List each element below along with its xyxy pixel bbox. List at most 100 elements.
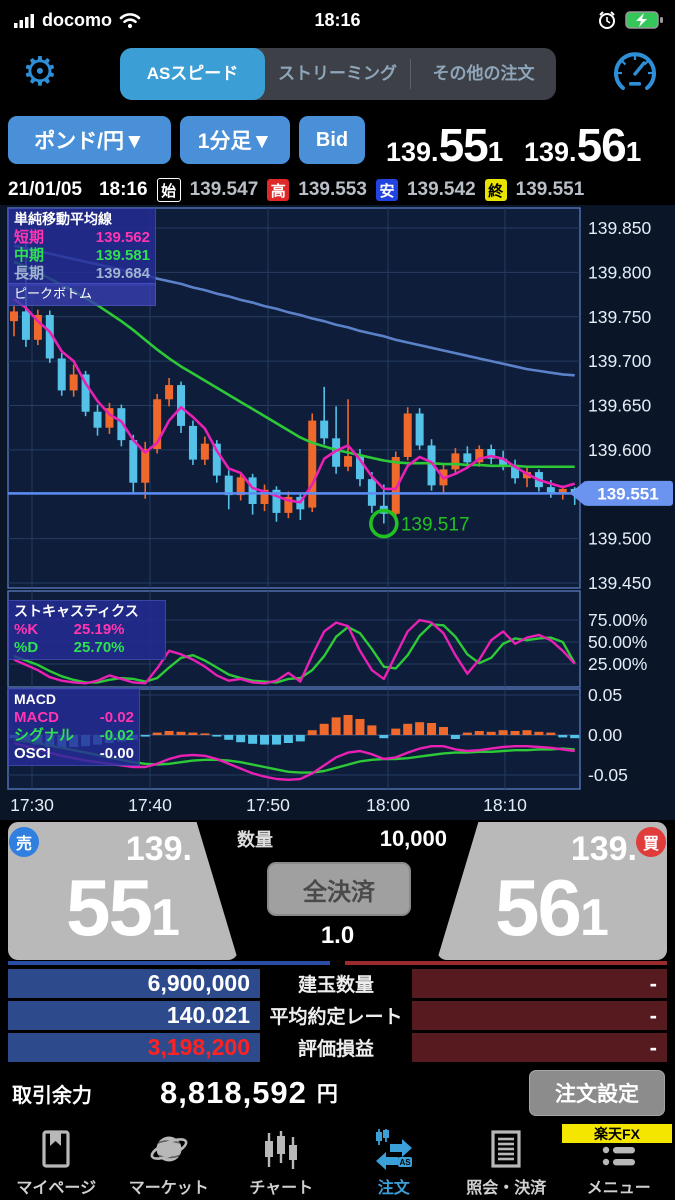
order-icon: AS <box>375 1129 412 1170</box>
margin-unit: 円 <box>316 1083 338 1106</box>
pnl-right: - <box>412 1033 667 1062</box>
balance-bar: 取引余力 8,818,592 円 注文設定 <box>0 1063 675 1123</box>
svg-text:139.800: 139.800 <box>588 262 652 282</box>
sma-short-value: 139.562 <box>95 229 150 246</box>
close-badge: 終 <box>484 179 507 201</box>
carrier-label: docomo <box>42 9 112 30</box>
sma-legend: 単純移動平均線 短期 139.562 中期 139.581 長期 139.684 <box>8 208 156 286</box>
sell-button[interactable]: 139. 55 1 <box>8 822 238 960</box>
svg-text:0.00: 0.00 <box>588 725 622 745</box>
svg-text:139.450: 139.450 <box>588 573 652 593</box>
settings-gear-icon[interactable]: ⚙ <box>22 50 58 94</box>
lot-value[interactable]: 1.0 <box>320 922 355 949</box>
table-row: 6,900,000 建玉数量 - <box>8 969 667 998</box>
svg-text:25.00%: 25.00% <box>588 654 647 674</box>
avg-rate-label: 平均約定レート <box>269 1007 403 1028</box>
buy-price-prefix: 139. <box>570 830 637 868</box>
bottom-nav: マイページ マーケット チャート AS <box>0 1123 675 1200</box>
sell-price-prefix: 139. <box>125 830 192 868</box>
high-value: 139.553 <box>298 179 367 200</box>
quantity-value[interactable]: 10,000 <box>379 826 447 851</box>
buy-underline <box>345 961 667 965</box>
close-value: 139.551 <box>515 179 585 200</box>
stochastics-legend: ストキャスティクス %K 25.19% %D 25.70% <box>8 600 166 660</box>
svg-text:17:30: 17:30 <box>10 795 54 815</box>
buy-price-pip: 1 <box>580 889 609 947</box>
signal-value: -0.02 <box>99 727 134 744</box>
position-qty-label: 建玉数量 <box>297 975 374 996</box>
stoch-d-value: 25.70% <box>73 639 125 656</box>
quantity-label: 数量 <box>237 830 273 850</box>
svg-text:18:00: 18:00 <box>366 795 410 815</box>
open-value: 139.547 <box>189 179 259 200</box>
osci-value: -0.00 <box>99 745 134 762</box>
tab-as-speed[interactable]: ASスピード <box>120 48 265 100</box>
candle-time: 18:16 <box>98 179 148 200</box>
order-type-tabs: ASスピード ストリーミング その他の注文 <box>120 48 556 100</box>
table-row: 140.021 平均約定レート - <box>8 1001 667 1030</box>
tab-streaming[interactable]: ストリーミング <box>278 64 397 83</box>
globe-icon <box>150 1136 188 1162</box>
nav-order[interactable]: AS 注文 <box>338 1123 451 1200</box>
candlestick-icon <box>265 1131 298 1169</box>
tab-other-orders[interactable]: その他の注文 <box>432 64 535 83</box>
candle-date: 21/01/05 <box>8 179 82 200</box>
table-row: 3,198,200 評価損益 - <box>8 1033 667 1062</box>
mypage-icon <box>42 1130 70 1168</box>
chart-toolbar: ポンド/円▼ 1分足▼ Bid 139. 55 1 139. 56 1 <box>0 108 675 175</box>
svg-text:139.700: 139.700 <box>588 351 652 371</box>
rakuten-fx-badge: 楽天FX <box>562 1124 672 1143</box>
bid-ask-toggle[interactable]: Bid <box>299 116 365 164</box>
order-settings-button[interactable]: 注文設定 <box>529 1070 665 1116</box>
svg-text:50.00%: 50.00% <box>588 632 647 652</box>
svg-text:0.05: 0.05 <box>588 685 622 705</box>
svg-text:18:10: 18:10 <box>483 795 527 815</box>
clock-time: 18:16 <box>314 9 361 30</box>
svg-text:139.551: 139.551 <box>597 484 658 503</box>
nav-market[interactable]: マーケット <box>113 1123 226 1200</box>
tab-divider <box>410 59 411 89</box>
svg-text:17:40: 17:40 <box>128 795 172 815</box>
pnl-value: 3,198,200 <box>8 1033 260 1062</box>
buy-badge: 買 <box>636 827 666 857</box>
timeframe-dropdown[interactable]: 1分足▼ <box>180 116 290 164</box>
stoch-k-value: 25.19% <box>73 621 125 638</box>
pnl-label: 評価損益 <box>297 1039 374 1060</box>
sma-long-value: 139.684 <box>95 265 150 282</box>
ask-price: 139. 56 1 <box>524 119 642 171</box>
buy-button[interactable]: 139. 56 1 <box>437 822 667 960</box>
alarm-icon <box>599 11 615 29</box>
svg-text:17:50: 17:50 <box>246 795 290 815</box>
margin-label: 取引余力 <box>12 1084 92 1107</box>
document-icon <box>491 1130 521 1168</box>
nav-mypage[interactable]: マイページ <box>0 1123 113 1200</box>
open-badge: 始 <box>156 178 181 202</box>
high-badge: 高 <box>267 179 290 201</box>
ohlc-bar: 21/01/05 18:16 始 139.547 高 139.553 安 139… <box>0 175 675 205</box>
sell-price-big: 55 <box>66 863 153 952</box>
buy-price-big: 56 <box>495 863 582 952</box>
order-header: ⚙ ASスピード ストリーミング その他の注文 <box>0 40 675 108</box>
low-value: 139.542 <box>406 179 476 200</box>
svg-text:AS: AS <box>399 1158 411 1167</box>
bid-price: 139. 55 1 <box>386 119 504 171</box>
sma-mid-value: 139.581 <box>95 247 150 264</box>
nav-inquiry[interactable]: 照会・決済 <box>450 1123 563 1200</box>
close-all-button[interactable]: 全決済 <box>267 862 411 916</box>
sell-price-pip: 1 <box>151 889 180 947</box>
price-chart[interactable]: 139.551 139.517 139.850 139.800 139.750 139.7… <box>0 205 675 820</box>
speedometer-icon[interactable] <box>611 48 659 96</box>
svg-text:139.500: 139.500 <box>588 529 652 549</box>
positions-table: 6,900,000 建玉数量 - 140.021 平均約定レート - 3,198… <box>0 965 675 1063</box>
margin-amount: 8,818,592 <box>160 1075 307 1110</box>
svg-text:-0.05: -0.05 <box>588 765 628 785</box>
sell-badge: 売 <box>9 827 39 857</box>
svg-text:139.600: 139.600 <box>588 440 652 460</box>
avg-rate-value: 140.021 <box>8 1001 260 1030</box>
position-qty-right: - <box>412 969 667 998</box>
macd-value: -0.02 <box>99 709 134 726</box>
currency-pair-dropdown[interactable]: ポンド/円▼ <box>8 116 171 164</box>
nav-chart[interactable]: チャート <box>225 1123 338 1200</box>
sell-underline <box>8 961 330 965</box>
avg-rate-right: - <box>412 1001 667 1030</box>
